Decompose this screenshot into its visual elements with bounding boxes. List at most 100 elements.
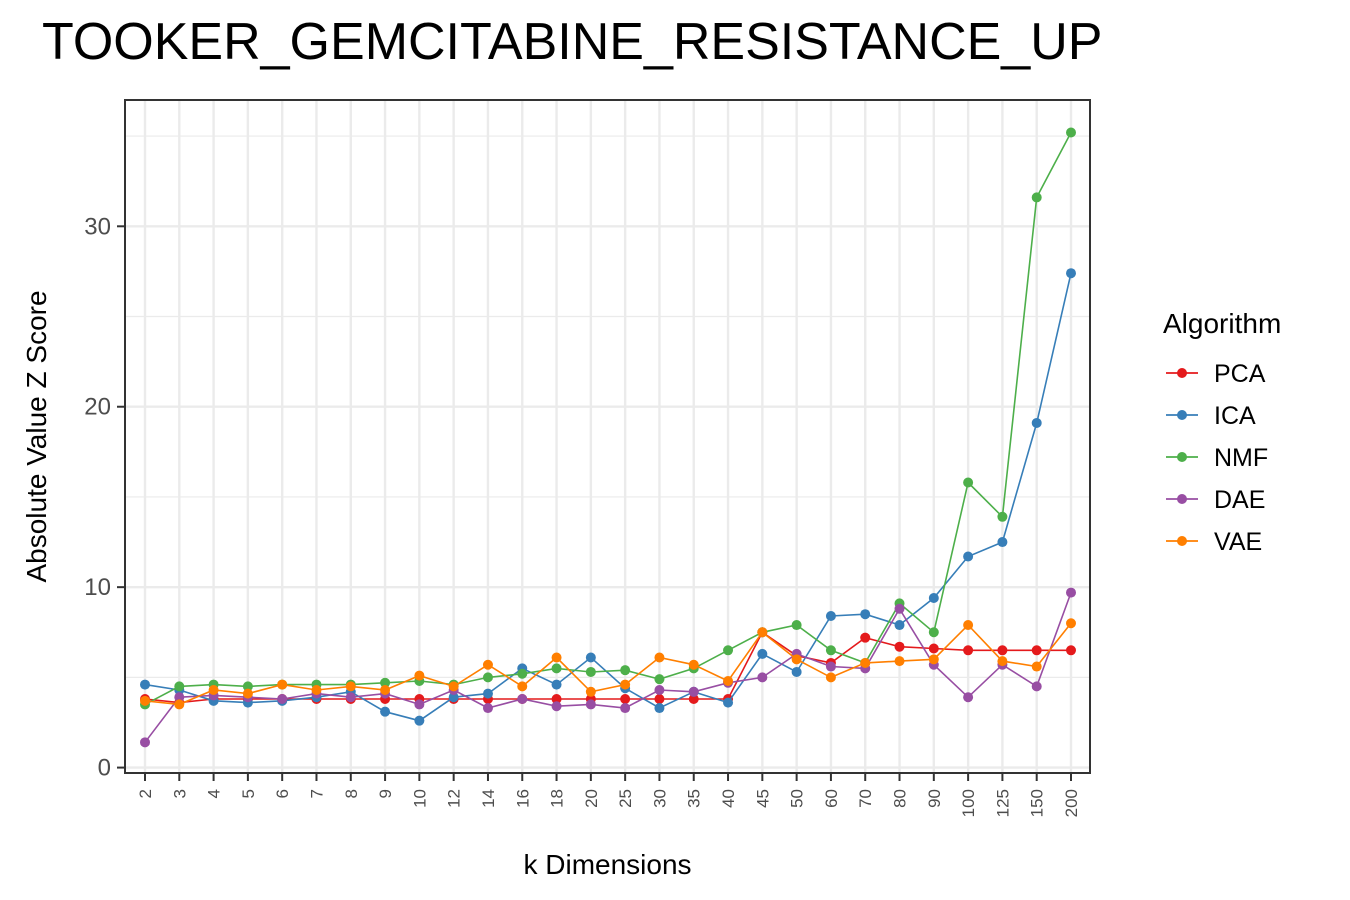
legend-label: NMF [1214, 444, 1268, 472]
legend-item-pca: PCA [1166, 360, 1266, 388]
legend-item-nmf: NMF [1166, 444, 1268, 472]
y-tick-label: 30 [84, 213, 111, 240]
data-point-dae [517, 694, 528, 705]
x-tick-label: 150 [1028, 789, 1047, 817]
data-point-nmf [825, 645, 836, 656]
x-tick-label: 3 [170, 789, 189, 798]
data-point-nmf [791, 620, 802, 631]
data-point-dae [654, 685, 665, 696]
x-tick-label: 2 [136, 789, 155, 798]
series-dae [140, 587, 1076, 748]
legend: Algorithm PCA ICA NMF DAE VAE [1163, 308, 1281, 556]
data-point-dae [894, 603, 905, 614]
x-tick-label: 100 [959, 789, 978, 817]
x-tick-label: 14 [479, 789, 498, 808]
data-point-nmf [551, 663, 562, 674]
data-point-ica [825, 611, 836, 622]
x-tick-label: 35 [685, 789, 704, 808]
x-tick-label: 50 [788, 789, 807, 808]
data-point-vae [174, 699, 185, 710]
data-point-vae [825, 672, 836, 683]
y-tick-label: 20 [84, 394, 111, 421]
x-tick-label: 10 [410, 789, 429, 808]
legend-item-vae: VAE [1166, 528, 1262, 556]
data-point-ica [894, 620, 905, 631]
data-point-ica [414, 715, 425, 726]
grid [125, 100, 1090, 773]
data-point-dae [1066, 587, 1076, 598]
data-point-pca [688, 694, 699, 705]
x-tick-label: 125 [993, 789, 1012, 817]
data-point-ica [860, 609, 871, 620]
data-point-ica [1066, 268, 1076, 279]
data-point-vae [448, 681, 459, 692]
data-point-vae [620, 679, 631, 690]
x-tick-label: 20 [582, 789, 601, 808]
data-point-vae [482, 659, 493, 670]
data-point-dae [620, 703, 631, 714]
data-point-vae [585, 686, 596, 697]
data-point-ica [723, 697, 734, 708]
data-point-dae [345, 692, 356, 703]
data-point-dae [482, 703, 493, 714]
data-point-nmf [517, 668, 528, 679]
x-tick-label: 25 [616, 789, 635, 808]
data-point-vae [517, 681, 528, 692]
data-point-ica [380, 706, 391, 717]
data-point-ica [791, 666, 802, 677]
data-point-nmf [585, 666, 596, 677]
legend-label: ICA [1214, 402, 1256, 430]
series-line-nmf [144, 132, 1072, 706]
data-point-ica [963, 551, 974, 562]
x-tick-label: 5 [239, 789, 258, 798]
legend-key-point [1177, 452, 1187, 462]
data-point-vae [242, 688, 253, 699]
x-tick-label: 70 [856, 789, 875, 808]
x-tick-label: 40 [719, 789, 738, 808]
data-point-dae [174, 692, 185, 703]
data-point-ica [482, 688, 493, 699]
x-tick-label: 60 [822, 789, 841, 808]
data-point-nmf [997, 511, 1008, 522]
data-point-vae [963, 620, 974, 631]
data-point-ica [585, 652, 596, 663]
x-tick-label: 30 [650, 789, 669, 808]
x-tick-label: 7 [307, 789, 326, 798]
legend-label: DAE [1214, 486, 1265, 514]
data-point-pca [963, 645, 974, 656]
data-point-dae [277, 694, 288, 705]
data-point-ica [757, 648, 768, 659]
data-point-ica [140, 679, 150, 690]
data-point-pca [1031, 645, 1042, 656]
y-axis-title: Absolute Value Z Score [21, 290, 52, 582]
x-tick-label: 6 [273, 789, 292, 798]
x-tick-label: 8 [342, 789, 361, 798]
series-layer [140, 127, 1076, 748]
data-point-vae [208, 685, 219, 696]
y-tick-label: 0 [98, 755, 111, 782]
data-point-vae [757, 627, 768, 638]
data-point-pca [860, 632, 871, 643]
data-point-ica [551, 679, 562, 690]
data-point-vae [928, 654, 939, 665]
data-point-nmf [723, 645, 734, 656]
data-point-dae [585, 699, 596, 710]
x-tick-label: 12 [445, 789, 464, 808]
data-point-vae [894, 656, 905, 667]
data-point-ica [654, 703, 665, 714]
legend-item-dae: DAE [1166, 486, 1265, 514]
data-point-ica [448, 692, 459, 703]
data-point-vae [654, 652, 665, 663]
data-point-ica [928, 592, 939, 603]
data-point-vae [414, 670, 425, 681]
legend-key-point [1177, 410, 1187, 420]
series-line-vae [144, 622, 1072, 706]
data-point-vae [311, 685, 322, 696]
legend-key-point [1177, 494, 1187, 504]
data-point-nmf [928, 627, 939, 638]
data-point-nmf [380, 677, 391, 688]
x-tick-label: 9 [376, 789, 395, 798]
data-point-pca [654, 694, 665, 705]
data-point-dae [140, 737, 150, 748]
x-axis-title: k Dimensions [523, 849, 691, 880]
